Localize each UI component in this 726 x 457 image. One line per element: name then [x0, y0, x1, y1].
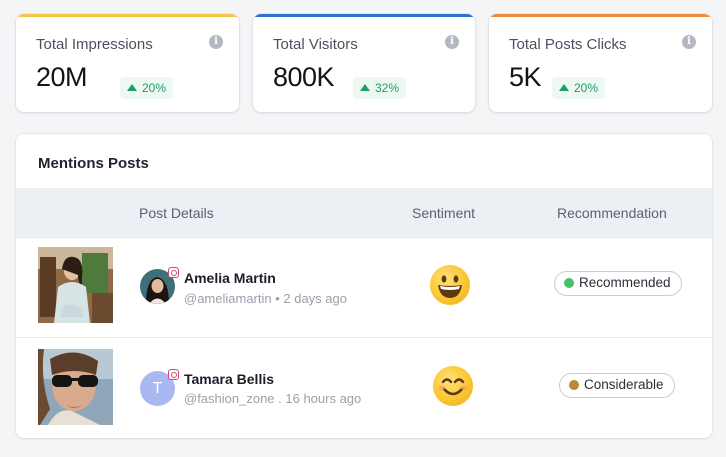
card-accent-bar [16, 14, 239, 17]
author-handle-time: @ameliamartin • 2 days ago [184, 291, 347, 306]
mentions-panel: Mentions Posts Post Details Sentiment Re… [16, 134, 712, 438]
stat-delta: 20% [574, 81, 599, 95]
stat-delta-badge: 20% [120, 77, 174, 99]
card-accent-bar [489, 14, 712, 17]
arrow-up-icon [559, 84, 569, 91]
stat-title: Total Visitors [273, 36, 358, 53]
stat-delta: 20% [142, 81, 167, 95]
smiling-face-icon [433, 366, 473, 406]
table-row[interactable]: Amelia Martin @ameliamartin • 2 days ago… [16, 238, 712, 338]
author-handle-time: @fashion_zone . 16 hours ago [184, 391, 362, 406]
instagram-icon [168, 267, 179, 278]
card-accent-bar [253, 14, 475, 17]
stat-card-visitors: Total Visitors i 800K 32% [253, 14, 475, 112]
stat-value: 800K [273, 62, 335, 92]
arrow-up-icon [127, 84, 137, 91]
author-name[interactable]: Tamara Bellis [184, 371, 275, 387]
stat-card-impressions: Total Impressions i 20M 20% [16, 14, 239, 112]
stat-delta-badge: 32% [353, 77, 407, 99]
info-icon[interactable]: i [682, 35, 696, 49]
post-thumbnail[interactable] [38, 247, 113, 323]
info-icon[interactable]: i [209, 35, 223, 49]
author-name[interactable]: Amelia Martin [184, 270, 276, 286]
avatar[interactable] [140, 269, 175, 304]
stat-value: 5K [509, 62, 542, 92]
stat-delta: 32% [375, 81, 400, 95]
status-dot [564, 278, 574, 288]
info-icon[interactable]: i [445, 35, 459, 49]
stat-title: Total Impressions [36, 36, 153, 53]
stat-delta-badge: 20% [552, 77, 606, 99]
stat-title: Total Posts Clicks [509, 36, 627, 53]
recommendation-label: Considerable [584, 377, 664, 392]
stat-value: 20M [36, 62, 88, 92]
post-image [38, 247, 113, 323]
table-row[interactable]: T Tamara Bellis @fashion_zone . 16 hours… [16, 338, 712, 438]
arrow-up-icon [360, 84, 370, 91]
table-header: Post Details Sentiment Recommendation [16, 188, 712, 238]
post-thumbnail[interactable] [38, 349, 113, 425]
grinning-face-icon [430, 265, 470, 305]
stat-card-post-clicks: Total Posts Clicks i 5K 20% [489, 14, 712, 112]
avatar-letter: T [152, 380, 163, 397]
column-header-post-details[interactable]: Post Details [139, 205, 214, 221]
recommendation-badge: Considerable [559, 373, 675, 398]
post-image [38, 349, 113, 425]
recommendation-badge: Recommended [554, 271, 682, 296]
recommendation-label: Recommended [579, 275, 671, 290]
instagram-icon [168, 369, 179, 380]
column-header-recommendation[interactable]: Recommendation [557, 205, 667, 221]
column-header-sentiment[interactable]: Sentiment [412, 205, 476, 221]
status-dot [569, 380, 579, 390]
panel-title: Mentions Posts [38, 155, 149, 172]
